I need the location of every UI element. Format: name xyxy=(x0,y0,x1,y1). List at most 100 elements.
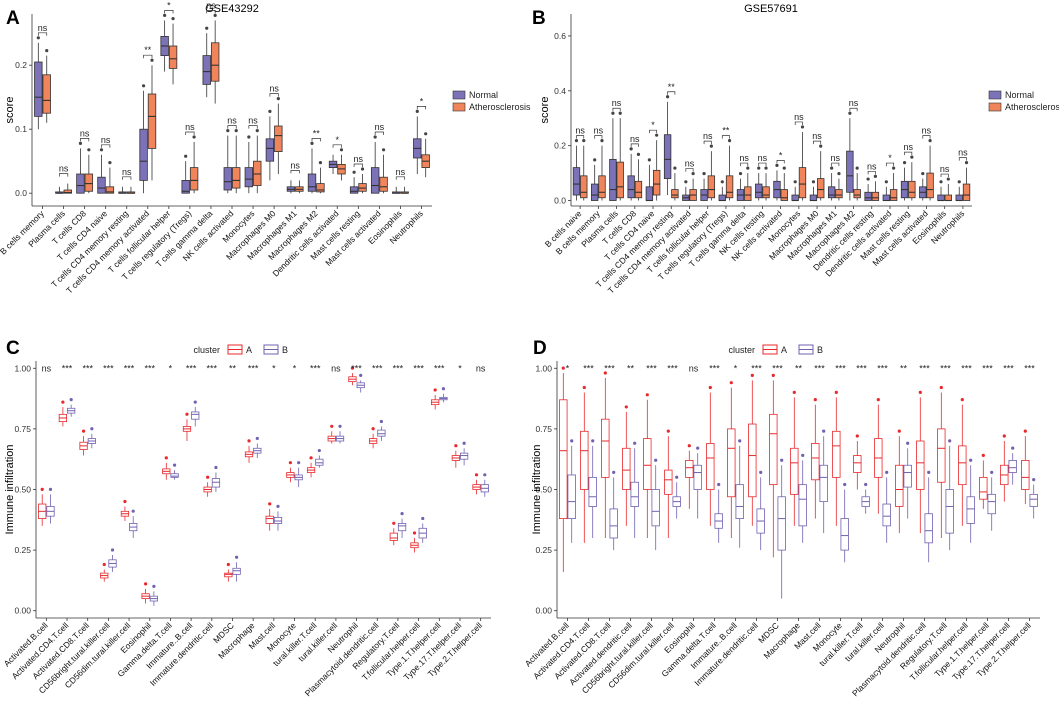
box-b-17 xyxy=(924,470,933,563)
sig-bracket xyxy=(958,157,967,161)
sig-bracket xyxy=(940,173,949,178)
outlier-point xyxy=(800,125,805,129)
outlier-point xyxy=(655,133,659,137)
outlier-point xyxy=(141,84,146,88)
outlier-point xyxy=(213,13,217,17)
box-body xyxy=(189,167,199,191)
box-body xyxy=(224,572,233,578)
box-a-5 xyxy=(141,582,150,604)
outlier-point xyxy=(172,463,177,467)
outlier-point xyxy=(288,461,292,465)
box-body xyxy=(609,158,617,201)
box-a-19 xyxy=(431,388,440,410)
sig-label: *** xyxy=(1024,363,1035,373)
box-normal-7 xyxy=(181,154,190,194)
box-b-12 xyxy=(294,461,303,488)
box-a-5 xyxy=(664,429,673,538)
box-body xyxy=(630,481,639,507)
sig-label: ** xyxy=(627,363,635,373)
sig-label: ns xyxy=(375,122,385,132)
outlier-point xyxy=(948,439,952,443)
sig-bracket xyxy=(227,125,237,129)
sig-bracket xyxy=(269,93,279,97)
outlier-point xyxy=(1023,429,1027,433)
box-body xyxy=(707,175,716,199)
box-body xyxy=(1021,460,1030,490)
box-a-20 xyxy=(979,453,988,509)
box-body xyxy=(725,175,734,199)
box-atherosclerosis-12 xyxy=(295,180,304,194)
box-normal-17 xyxy=(392,186,401,194)
box-normal-8 xyxy=(202,26,211,98)
outlier-point xyxy=(309,456,313,460)
outlier-point xyxy=(392,521,396,525)
box-body xyxy=(945,489,954,534)
legend-label: Atherosclerosis xyxy=(469,102,531,112)
outlier-point xyxy=(906,441,910,445)
box-body xyxy=(908,180,916,199)
box-body xyxy=(903,464,912,488)
box-body xyxy=(926,172,934,199)
outlier-point xyxy=(837,171,841,176)
box-body xyxy=(645,186,654,201)
box-b-20 xyxy=(987,470,996,531)
y-tick-label: 0.6 xyxy=(554,31,566,41)
sig-label: *** xyxy=(144,363,155,373)
y-tick-label: 0.00 xyxy=(14,606,31,616)
box-atherosclerosis-7 xyxy=(189,135,199,194)
box-a-1 xyxy=(580,385,589,543)
box-body xyxy=(987,493,996,515)
sig-bracket xyxy=(849,107,858,112)
box-body xyxy=(780,189,788,201)
box-b-0 xyxy=(567,439,576,543)
box-normal-9 xyxy=(223,129,232,194)
box-atherosclerosis-17 xyxy=(400,186,409,194)
box-normal-11 xyxy=(265,109,275,181)
box-body xyxy=(244,167,254,188)
outlier-point xyxy=(40,487,44,491)
box-body xyxy=(377,429,386,437)
outlier-point xyxy=(276,504,280,508)
outlier-point xyxy=(593,158,597,162)
outlier-point xyxy=(69,398,73,402)
box-a-0 xyxy=(559,366,568,572)
outlier-point xyxy=(330,424,334,428)
outlier-point xyxy=(757,166,761,170)
box-body xyxy=(609,508,618,539)
box-a-17 xyxy=(389,521,398,546)
sig-bracket xyxy=(374,131,384,135)
outlier-point xyxy=(81,429,86,433)
box-a-6 xyxy=(685,444,694,509)
sig-bracket xyxy=(813,140,822,145)
outlier-point xyxy=(591,439,595,443)
sig-label: ns xyxy=(185,122,195,132)
sig-bracket xyxy=(185,131,195,135)
box-b-5 xyxy=(149,584,159,606)
sig-bracket xyxy=(794,121,803,125)
box-normal-21 xyxy=(955,180,963,202)
outlier-point xyxy=(1011,446,1015,450)
legend-swatch xyxy=(452,90,466,100)
sig-label: *** xyxy=(835,363,846,373)
outlier-point xyxy=(717,482,721,487)
box-a-6 xyxy=(162,456,171,480)
sig-label: * xyxy=(566,363,570,373)
box-b-8 xyxy=(211,465,221,492)
box-a-22 xyxy=(1021,429,1030,505)
sig-label: ns xyxy=(849,98,859,108)
sig-label: * xyxy=(293,363,297,373)
box-b-20 xyxy=(459,441,469,466)
outlier-point xyxy=(48,487,53,491)
sig-bracket xyxy=(576,135,585,139)
box-body xyxy=(846,150,854,193)
sig-label: * xyxy=(779,150,783,160)
outlier-point xyxy=(318,161,323,165)
outlier-point xyxy=(612,470,616,474)
sig-label: ** xyxy=(900,363,908,373)
outlier-point xyxy=(255,436,259,441)
outlier-point xyxy=(864,482,868,487)
legend-title: cluster xyxy=(193,345,220,355)
box-b-17 xyxy=(397,511,407,538)
box-atherosclerosis-16 xyxy=(379,148,388,194)
y-tick-label: 0.50 xyxy=(14,485,31,495)
